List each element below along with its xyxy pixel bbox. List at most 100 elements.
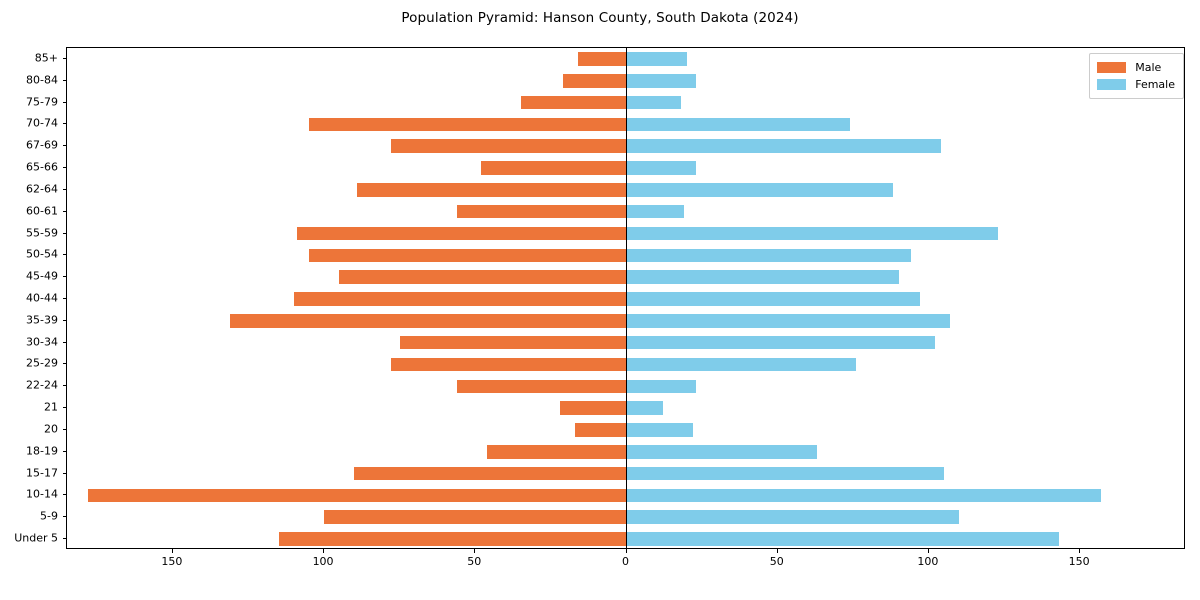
- bar-female: [626, 292, 920, 306]
- bar-male: [324, 510, 627, 525]
- legend-swatch-icon: [1097, 79, 1127, 90]
- bar-male: [399, 335, 627, 350]
- y-tick-label: 21: [44, 400, 58, 414]
- bar-female: [626, 248, 911, 263]
- bar-female: [626, 423, 694, 437]
- bar-male: [481, 161, 627, 175]
- bar-male: [357, 183, 627, 197]
- y-tick-label: 62-64: [26, 182, 58, 196]
- bar-female: [626, 161, 697, 175]
- pyramid-row: [67, 139, 1184, 153]
- bars-layer: [67, 48, 1184, 548]
- bar-male: [562, 73, 627, 88]
- x-tick-mark: [776, 549, 778, 553]
- bar-female: [626, 466, 945, 481]
- pyramid-row: [67, 292, 1184, 306]
- pyramid-row: [67, 95, 1184, 110]
- bar-female: [626, 183, 893, 197]
- bar-male: [487, 445, 627, 459]
- bar-male: [308, 117, 627, 132]
- y-tick-label: 45-49: [26, 269, 58, 283]
- pyramid-row: [67, 226, 1184, 241]
- x-tick-mark: [474, 549, 476, 553]
- bar-male: [308, 248, 627, 263]
- bar-male: [575, 423, 627, 437]
- pyramid-row: [67, 52, 1184, 66]
- y-tick-label: 18-19: [26, 444, 58, 458]
- bar-female: [626, 73, 697, 88]
- y-tick-label: 15-17: [26, 466, 58, 480]
- x-tick-label: 100: [917, 555, 939, 568]
- y-tick-label: 35-39: [26, 313, 58, 327]
- bar-male: [293, 292, 627, 306]
- pyramid-row: [67, 161, 1184, 175]
- y-tick-label: 80-84: [26, 73, 58, 87]
- y-tick-mark: [62, 101, 66, 103]
- y-tick-label: 30-34: [26, 335, 58, 349]
- y-axis: 85+ 80-84 75-79 70-74 67-69 65-66 62-64 60-61 55…: [0, 47, 66, 549]
- bar-male: [457, 204, 627, 219]
- bar-male: [278, 532, 627, 546]
- legend-swatch-icon: [1097, 62, 1127, 73]
- y-tick-mark: [62, 79, 66, 81]
- bar-male: [390, 139, 627, 153]
- y-tick-mark: [62, 145, 66, 147]
- chart-legend: Male Female: [1089, 53, 1184, 99]
- y-tick-mark: [62, 385, 66, 387]
- chart-title: Population Pyramid: Hanson County, South…: [401, 10, 799, 26]
- y-tick-mark: [62, 254, 66, 256]
- bar-female: [626, 139, 942, 153]
- y-tick-label: 10-14: [26, 487, 58, 501]
- pyramid-row: [67, 117, 1184, 132]
- y-tick-mark: [62, 450, 66, 452]
- y-tick-label: 5-9: [40, 509, 58, 523]
- bar-female: [626, 401, 663, 415]
- y-tick-mark: [62, 407, 66, 409]
- pyramid-row: [67, 204, 1184, 219]
- y-tick-mark: [62, 298, 66, 299]
- plot-area: [66, 47, 1185, 549]
- bar-female: [626, 204, 684, 219]
- pyramid-row: [67, 532, 1184, 546]
- y-tick-label: 70-74: [26, 116, 58, 130]
- legend-entry[interactable]: Female: [1097, 76, 1175, 93]
- x-tick-mark: [171, 549, 173, 553]
- pyramid-row: [67, 270, 1184, 284]
- pyramid-row: [67, 73, 1184, 88]
- bar-male: [296, 226, 627, 241]
- x-axis: 150 100 50 0 50 100 150: [66, 549, 1185, 589]
- y-tick-mark: [62, 276, 66, 278]
- y-tick-label: 65-66: [26, 160, 58, 174]
- bar-female: [626, 117, 851, 132]
- bar-male: [339, 270, 627, 284]
- y-tick-mark: [62, 472, 66, 474]
- bar-female: [626, 270, 899, 284]
- y-tick-label: 75-79: [26, 95, 58, 109]
- bar-female: [626, 52, 687, 66]
- y-tick-label: 67-69: [26, 138, 58, 152]
- pyramid-row: [67, 183, 1184, 197]
- pyramid-row: [67, 401, 1184, 415]
- pyramid-row: [67, 314, 1184, 328]
- bar-male: [457, 379, 627, 394]
- legend-label: Male: [1135, 61, 1162, 74]
- y-tick-mark: [62, 57, 66, 59]
- x-tick-label: 150: [1068, 555, 1090, 568]
- x-tick-mark: [323, 549, 325, 553]
- x-tick-label: 50: [467, 555, 482, 568]
- pyramid-row: [67, 488, 1184, 503]
- zero-axis-line: [625, 48, 628, 548]
- bar-male: [230, 314, 627, 328]
- y-tick-mark: [62, 232, 66, 234]
- y-tick-label: 60-61: [26, 204, 58, 218]
- x-tick-label: 150: [161, 555, 183, 568]
- bar-female: [626, 532, 1059, 546]
- y-tick-mark: [62, 428, 66, 430]
- y-tick-mark: [62, 167, 66, 169]
- bar-female: [626, 379, 697, 394]
- x-tick-label: 0: [622, 555, 629, 568]
- bar-male: [578, 52, 627, 66]
- x-tick-mark: [927, 549, 929, 553]
- bar-female: [626, 357, 857, 372]
- legend-entry[interactable]: Male: [1097, 59, 1175, 76]
